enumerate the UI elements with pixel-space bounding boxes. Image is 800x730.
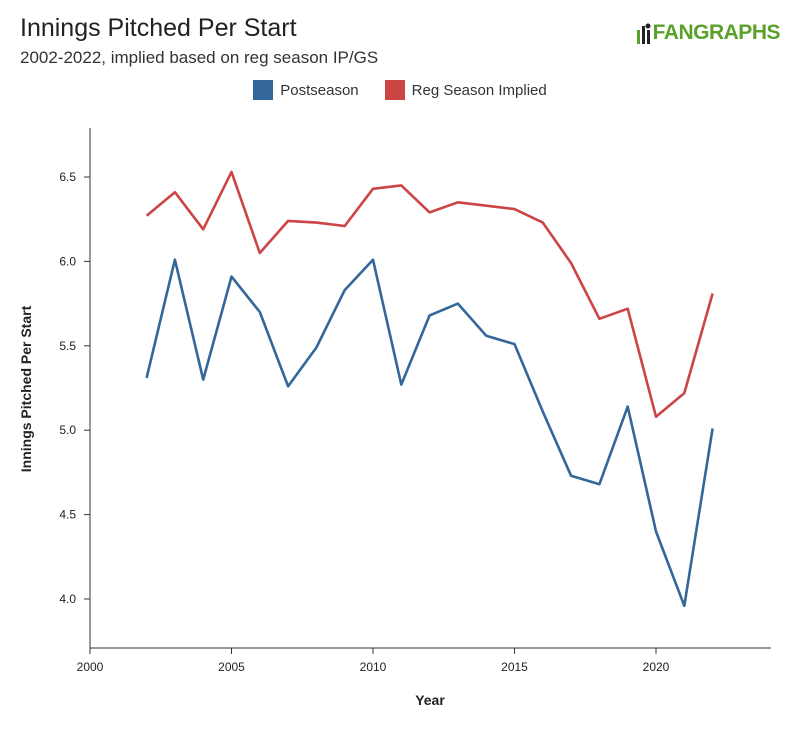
data-point[interactable] <box>397 181 405 189</box>
data-point[interactable] <box>171 256 179 264</box>
y-ticks: 4.0 4.5 5.0 5.5 6.0 6.5 <box>59 170 90 606</box>
data-point[interactable] <box>680 602 688 610</box>
data-point[interactable] <box>595 480 603 488</box>
legend-swatch-postseason <box>253 80 274 100</box>
data-point[interactable] <box>426 311 434 319</box>
legend-item-postseason[interactable]: Postseason <box>253 80 359 100</box>
data-point[interactable] <box>171 188 179 196</box>
data-point[interactable] <box>482 332 490 340</box>
data-point[interactable] <box>256 308 264 316</box>
x-axis-title: Year <box>415 692 445 708</box>
data-point[interactable] <box>709 289 717 297</box>
data-point[interactable] <box>567 259 575 267</box>
legend-label-postseason: Postseason <box>280 81 359 99</box>
data-point[interactable] <box>199 225 207 233</box>
logo-figure-icon <box>636 23 651 44</box>
data-point[interactable] <box>426 208 434 216</box>
x-tick-label: 2000 <box>77 660 104 674</box>
chart-title: Innings Pitched Per Start <box>20 14 297 42</box>
data-point[interactable] <box>595 315 603 323</box>
data-point[interactable] <box>539 408 547 416</box>
data-point[interactable] <box>228 168 236 176</box>
x-ticks: 2000 2005 2010 2015 2020 <box>77 648 670 674</box>
data-point[interactable] <box>143 374 151 382</box>
x-tick-label: 2005 <box>218 660 245 674</box>
series-line-reg-season-implied[interactable] <box>145 170 714 419</box>
y-tick-label: 5.0 <box>59 423 76 437</box>
y-tick-label: 6.5 <box>59 170 76 184</box>
data-point[interactable] <box>284 217 292 225</box>
data-point[interactable] <box>652 413 660 421</box>
chart-subtitle: 2002-2022, implied based on reg season I… <box>20 48 379 67</box>
data-point[interactable] <box>624 403 632 411</box>
y-axis-title: Innings Pitched Per Start <box>18 305 34 472</box>
fangraphs-logo: FANGRAPHS <box>636 20 781 46</box>
logo-text: FANGRAPHS <box>652 21 781 44</box>
y-tick-label: 6.0 <box>59 254 76 268</box>
data-point[interactable] <box>256 249 264 257</box>
data-point[interactable] <box>511 205 519 213</box>
data-point[interactable] <box>341 286 349 294</box>
data-point[interactable] <box>511 340 519 348</box>
data-point[interactable] <box>312 219 320 227</box>
data-point[interactable] <box>397 381 405 389</box>
data-point[interactable] <box>454 198 462 206</box>
data-point[interactable] <box>341 222 349 230</box>
data-point[interactable] <box>284 382 292 390</box>
data-point[interactable] <box>624 305 632 313</box>
data-point[interactable] <box>709 425 717 433</box>
x-tick-label: 2020 <box>643 660 670 674</box>
data-point[interactable] <box>369 185 377 193</box>
series-group <box>143 168 717 610</box>
data-point[interactable] <box>567 472 575 480</box>
data-point[interactable] <box>482 202 490 210</box>
x-tick-label: 2010 <box>360 660 387 674</box>
y-tick-label: 4.5 <box>59 508 76 522</box>
data-point[interactable] <box>680 389 688 397</box>
data-point[interactable] <box>312 343 320 351</box>
data-point[interactable] <box>199 376 207 384</box>
series-line-postseason[interactable] <box>145 258 714 608</box>
legend: Postseason Reg Season Implied <box>0 80 800 100</box>
legend-item-reg-season[interactable]: Reg Season Implied <box>384 80 547 100</box>
data-point[interactable] <box>454 300 462 308</box>
data-point[interactable] <box>143 212 151 220</box>
legend-swatch-reg-season <box>384 80 405 100</box>
y-tick-label: 4.0 <box>59 592 76 606</box>
y-tick-label: 5.5 <box>59 339 76 353</box>
data-point[interactable] <box>652 527 660 535</box>
legend-label-reg-season: Reg Season Implied <box>411 81 547 99</box>
data-point[interactable] <box>369 256 377 264</box>
data-point[interactable] <box>228 273 236 281</box>
x-tick-label: 2015 <box>501 660 528 674</box>
data-point[interactable] <box>539 219 547 227</box>
